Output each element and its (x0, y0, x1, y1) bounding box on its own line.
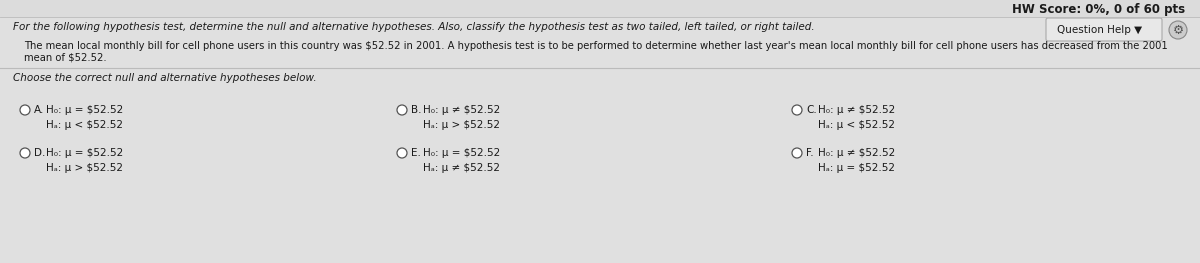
FancyBboxPatch shape (0, 0, 1200, 17)
Circle shape (792, 105, 802, 115)
Text: Hₐ: μ < $52.52: Hₐ: μ < $52.52 (46, 120, 124, 130)
Text: H₀: μ = $52.52: H₀: μ = $52.52 (46, 105, 124, 115)
Text: H₀: μ ≠ $52.52: H₀: μ ≠ $52.52 (424, 105, 500, 115)
Text: B.: B. (410, 105, 421, 115)
Text: HW Score: 0%, 0 of 60 pts: HW Score: 0%, 0 of 60 pts (1012, 3, 1186, 16)
Text: Hₐ: μ > $52.52: Hₐ: μ > $52.52 (46, 163, 124, 173)
Text: A.: A. (34, 105, 44, 115)
Circle shape (792, 148, 802, 158)
Text: Question Help ▼: Question Help ▼ (1057, 25, 1142, 35)
FancyBboxPatch shape (1046, 18, 1162, 41)
Circle shape (20, 148, 30, 158)
Circle shape (1169, 21, 1187, 39)
Text: Hₐ: μ ≠ $52.52: Hₐ: μ ≠ $52.52 (424, 163, 500, 173)
Text: Hₐ: μ < $52.52: Hₐ: μ < $52.52 (818, 120, 895, 130)
Text: H₀: μ ≠ $52.52: H₀: μ ≠ $52.52 (818, 148, 895, 158)
Text: For the following hypothesis test, determine the null and alternative hypotheses: For the following hypothesis test, deter… (13, 22, 815, 32)
Text: Hₐ: μ > $52.52: Hₐ: μ > $52.52 (424, 120, 500, 130)
Text: C.: C. (806, 105, 817, 115)
Circle shape (397, 105, 407, 115)
Text: The mean local monthly bill for cell phone users in this country was $52.52 in 2: The mean local monthly bill for cell pho… (24, 41, 1168, 51)
Text: H₀: μ ≠ $52.52: H₀: μ ≠ $52.52 (818, 105, 895, 115)
Circle shape (20, 105, 30, 115)
Text: F.: F. (806, 148, 814, 158)
Text: E.: E. (410, 148, 421, 158)
Text: Hₐ: μ = $52.52: Hₐ: μ = $52.52 (818, 163, 895, 173)
Text: ⚙: ⚙ (1172, 23, 1183, 37)
Text: Choose the correct null and alternative hypotheses below.: Choose the correct null and alternative … (13, 73, 317, 83)
Text: H₀: μ = $52.52: H₀: μ = $52.52 (46, 148, 124, 158)
Circle shape (397, 148, 407, 158)
Text: D.: D. (34, 148, 46, 158)
Text: H₀: μ = $52.52: H₀: μ = $52.52 (424, 148, 500, 158)
Text: mean of $52.52.: mean of $52.52. (24, 52, 107, 62)
